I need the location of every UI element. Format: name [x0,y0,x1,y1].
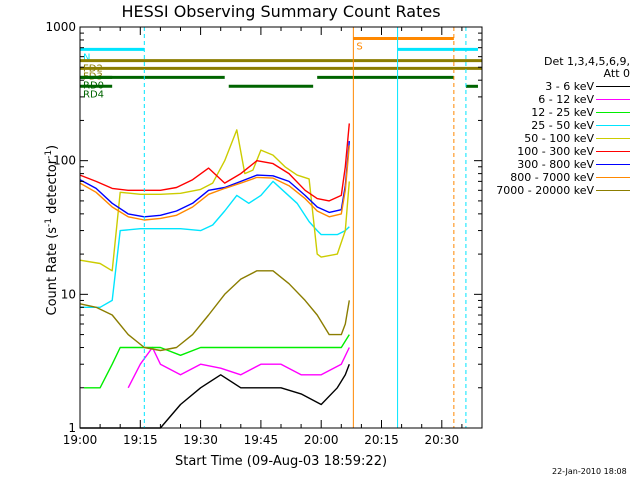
series-line-2 [84,334,350,389]
legend-swatch [596,86,630,87]
series-layer [79,123,350,429]
chart-title: HESSI Observing Summary Count Rates [121,2,441,21]
legend-entry-label: 6 - 12 keV [538,93,594,106]
y-tick-label-3: 1000 [45,20,76,34]
legend-entry-label: 3 - 6 keV [545,80,594,93]
x-tick-label-4: 20:00 [304,433,339,447]
observing-bar-label-8: RD4 [83,89,104,100]
series-line-5 [79,123,350,202]
x-axis-label: Start Time (09-Aug-03 18:59:22) [174,454,388,469]
axes-layer: 1 10 100 1000 19:00 19:15 19:30 19:45 20:00 20:15… [45,20,483,447]
legend-entry: 12 - 25 keV [486,106,636,119]
observing-bar-label-2: S [356,42,362,53]
legend-swatch [596,190,630,191]
x-tick-label-1: 19:15 [123,433,158,447]
y-tick-label-2: 100 [53,154,76,168]
legend-swatch [596,151,630,152]
legend-entry: 50 - 100 keV [486,132,636,145]
series-line-4 [79,129,350,272]
legend-title-line-1: Det 1,3,4,5,6,9, [543,55,630,68]
legend: Det 1,3,4,5,6,9, Att 0 3 - 6 keV 6 - 12 k… [486,56,636,197]
x-tick-label-6: 20:30 [425,433,460,447]
legend-swatch [596,138,630,139]
y-axis-label: Count Rate (s-1 detector-1) [43,144,61,316]
series-line-0 [80,363,350,429]
legend-entry: 800 - 7000 keV [486,171,636,184]
legend-swatch [596,112,630,113]
x-tick-label-3: 19:45 [244,433,279,447]
legend-entry-label: 50 - 100 keV [524,132,594,145]
legend-swatch [596,99,630,100]
legend-swatch [596,177,630,178]
legend-entry: 25 - 50 keV [486,119,636,132]
y-tick-label-0: 1 [68,421,76,435]
x-tick-label-0: 19:00 [63,433,98,447]
legend-entry-label: 25 - 50 keV [531,119,594,132]
series-line-8 [79,270,350,352]
x-tick-label-5: 20:15 [364,433,399,447]
legend-rows: 3 - 6 keV 6 - 12 keV 12 - 25 keV 25 - 50 ke… [486,80,636,197]
legend-entry-label: 100 - 300 keV [517,145,594,158]
legend-swatch [596,125,630,126]
legend-entry-label: 300 - 800 keV [517,158,594,171]
plot-timestamp: 22-Jan-2010 18:08 [552,467,627,476]
series-line-6 [79,141,350,218]
x-tick-label-2: 19:30 [183,433,218,447]
legend-entry-label: 800 - 7000 keV [510,171,594,184]
observing-bars-layer: NSFD2FD3RD0RD4 [80,37,482,100]
legend-entry: 100 - 300 keV [486,145,636,158]
legend-entry: 7000 - 20000 keV [486,184,636,197]
y-tick-label-1: 10 [61,287,76,301]
legend-entry: 3 - 6 keV [486,80,636,93]
legend-entry-label: 12 - 25 keV [531,106,594,119]
legend-title-line-2: Att 0 [603,67,630,80]
series-line-3 [80,180,350,308]
observing-bar-label-0: N [83,52,90,63]
legend-entry: 300 - 800 keV [486,158,636,171]
series-line-7 [79,145,350,221]
series-line-1 [127,346,350,389]
legend-swatch [596,164,630,165]
legend-entry: 6 - 12 keV [486,93,636,106]
legend-entry-label: 7000 - 20000 keV [496,184,594,197]
